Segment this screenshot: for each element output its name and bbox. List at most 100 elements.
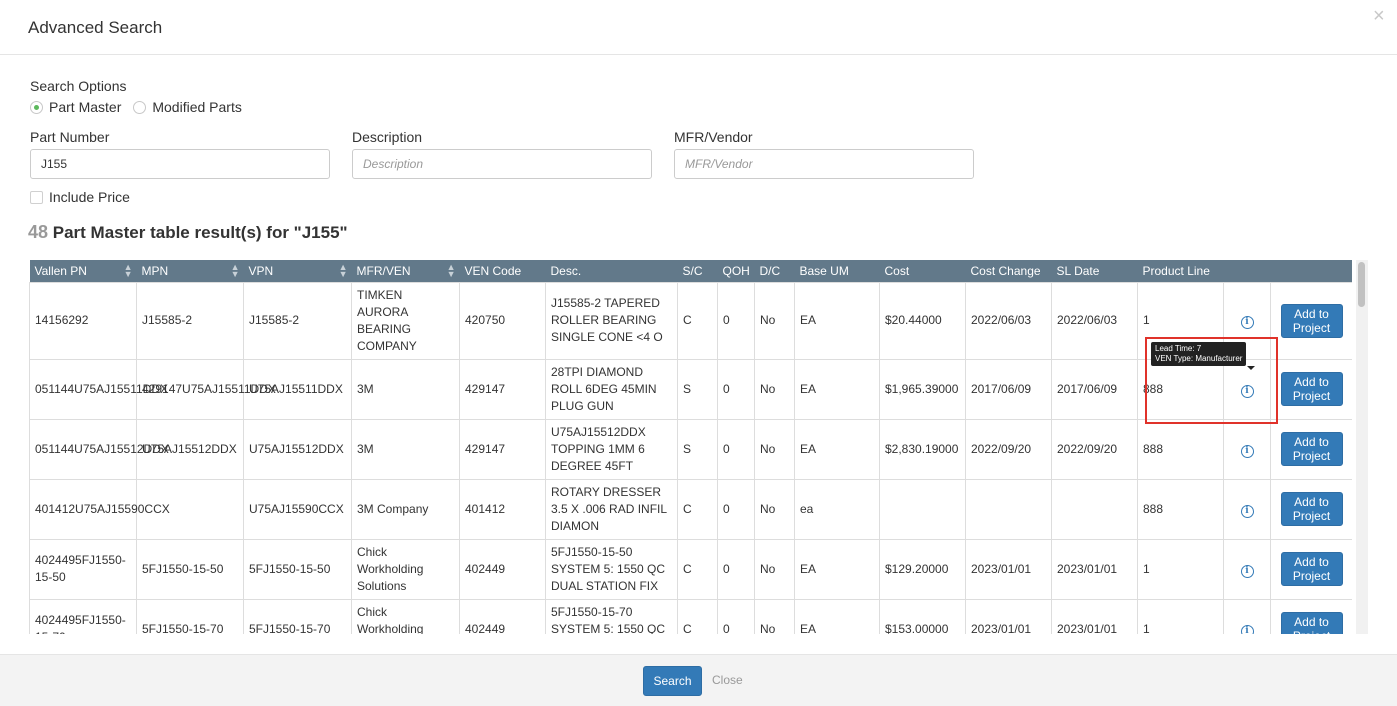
column-header: D/C [754,260,795,282]
mpn-cell: U75AJ15512DDX [136,418,244,480]
action-cell: Add to Project [1270,538,1352,600]
action-cell: Add to Project [1270,598,1352,634]
cost-change-cell: 2022/06/03 [965,281,1052,360]
info-icon[interactable]: i [1240,624,1254,634]
qoh-cell: 0 [717,358,755,420]
cost-change-cell: 2023/01/01 [965,538,1052,600]
table-row: 4024495FJ1550-15-70 5FJ1550-15-70 5FJ1550-… [29,598,1352,634]
desc-cell: 5FJ1550-15-50 SYSTEM 5: 1550 QC DUAL STA… [545,538,678,600]
mfr-ven-cell: 3M [351,418,460,480]
action-cell: Add to Project [1270,358,1352,420]
radio-modified-parts-label[interactable]: Modified Parts [152,99,242,115]
cost-cell [879,478,966,540]
product-line-cell: 1 [1137,538,1224,600]
cost-cell: $129.20000 [879,538,966,600]
sort-icon: ▲ ▼ [446,262,456,279]
action-cell: Add to Project [1270,281,1352,360]
sl-date-cell [1051,478,1138,540]
mfr-vendor-label: MFR/Vendor [674,129,753,145]
radio-part-master-label[interactable]: Part Master [49,99,122,115]
column-header: QOH [717,260,755,282]
table-row: 14156292 J15585-2 J15585-2 TIMKEN AURORA BE… [29,281,1352,360]
include-price-checkbox[interactable] [30,190,43,204]
scrollbar-thumb[interactable] [1358,262,1365,307]
info-icon[interactable]: i [1240,316,1254,329]
mfr-ven-cell: 3M Company [351,478,460,540]
add-to-project-button[interactable]: Add to Project [1280,303,1343,338]
cost-cell: $20.44000 [879,281,966,360]
vpn-cell: U75AJ15511DDX [243,358,352,420]
add-to-project-button[interactable]: Add to Project [1280,492,1343,526]
ven-code-cell: 429147 [459,358,546,420]
cost-cell: $2,830.19000 [879,418,966,480]
table-body: 14156292 J15585-2 J15585-2 TIMKEN AURORA BE… [29,281,1352,634]
qoh-cell: 0 [717,598,755,634]
qoh-cell: 0 [717,418,755,480]
modal-footer: Search Close [0,654,1397,706]
desc-cell: 28TPI DIAMOND ROLL 6DEG 45MIN PLUG GUN [545,358,678,420]
qoh-cell: 0 [717,281,755,360]
radio-modified-parts[interactable] [133,100,147,114]
radio-part-master[interactable] [30,100,43,114]
column-header: Desc. [545,260,678,282]
column-header[interactable]: Vallen PN ▲ ▼ [29,260,137,282]
base-um-cell: EA [794,281,880,360]
base-um-cell: ea [794,478,880,540]
column-header: VEN Code [459,260,546,282]
mfr-ven-cell: Chick Workholding Solutions [351,538,460,600]
column-header[interactable]: MFR/VEN ▲ ▼ [351,260,460,282]
sc-cell: C [677,538,718,600]
desc-cell: 5FJ1550-15-70 SYSTEM 5: 1550 QC DUAL STA… [545,598,678,634]
add-to-project-button[interactable]: Add to Project [1280,612,1343,634]
sc-cell: C [677,598,718,634]
close-icon[interactable]: × [1373,5,1385,27]
column-header: Base UM [794,260,880,282]
search-button[interactable]: Search [643,666,702,696]
add-to-project-button[interactable]: Add to Project [1280,372,1343,406]
table-scrollbar[interactable] [1356,260,1368,634]
mfr-vendor-input[interactable] [674,149,974,179]
description-label: Description [352,129,423,145]
modal-header: Advanced Search × [0,0,1397,55]
cost-change-cell: 2022/09/20 [965,418,1052,480]
tooltip-lead-time: Lead Time: 7 [1155,344,1202,353]
include-price: Include Price [30,189,130,205]
sc-cell: S [677,358,718,420]
description-input[interactable] [352,149,652,179]
action-cell: Add to Project [1270,478,1352,540]
product-line-cell: 888 [1137,478,1224,540]
ven-code-cell: 402449 [459,538,546,600]
info-cell: i [1223,418,1271,480]
base-um-cell: EA [794,418,880,480]
sc-cell: C [677,478,718,540]
info-icon[interactable]: i [1240,564,1254,578]
cost-change-cell: 2017/06/09 [965,358,1052,420]
info-cell: i [1223,598,1271,634]
mpn-cell: 5FJ1550-15-50 [136,538,244,600]
info-icon[interactable]: i [1240,444,1254,458]
dc-cell: No [754,598,795,634]
info-icon[interactable]: i [1240,384,1254,398]
close-button[interactable]: Close [712,673,743,687]
base-um-cell: EA [794,598,880,634]
part-number-input[interactable] [30,149,330,179]
vpn-cell: U75AJ15512DDX [243,418,352,480]
include-price-label[interactable]: Include Price [49,189,130,205]
add-to-project-button[interactable]: Add to Project [1280,552,1343,586]
column-header: Cost Change [965,260,1052,282]
column-header[interactable]: MPN ▲ ▼ [136,260,244,282]
sl-date-cell: 2022/06/03 [1051,281,1138,360]
cost-change-cell: 2023/01/01 [965,598,1052,634]
vallen-pn-cell: 4024495FJ1550-15-70 [29,598,137,634]
add-to-project-button[interactable]: Add to Project [1280,432,1343,466]
table-row: 051144U75AJ15512DDX U75AJ15512DDX U75AJ155… [29,418,1352,480]
vpn-cell: 5FJ1550-15-70 [243,598,352,634]
column-header[interactable]: VPN ▲ ▼ [243,260,352,282]
ven-code-cell: 420750 [459,281,546,360]
column-header: Product Line [1137,260,1224,282]
mfr-ven-cell: TIMKEN AURORA BEARING COMPANY [351,281,460,360]
info-icon[interactable]: i [1240,504,1254,518]
vallen-pn-cell: 051144U75AJ15512DDX [29,418,169,480]
info-cell: i [1223,478,1271,540]
ven-code-cell: 402449 [459,598,546,634]
